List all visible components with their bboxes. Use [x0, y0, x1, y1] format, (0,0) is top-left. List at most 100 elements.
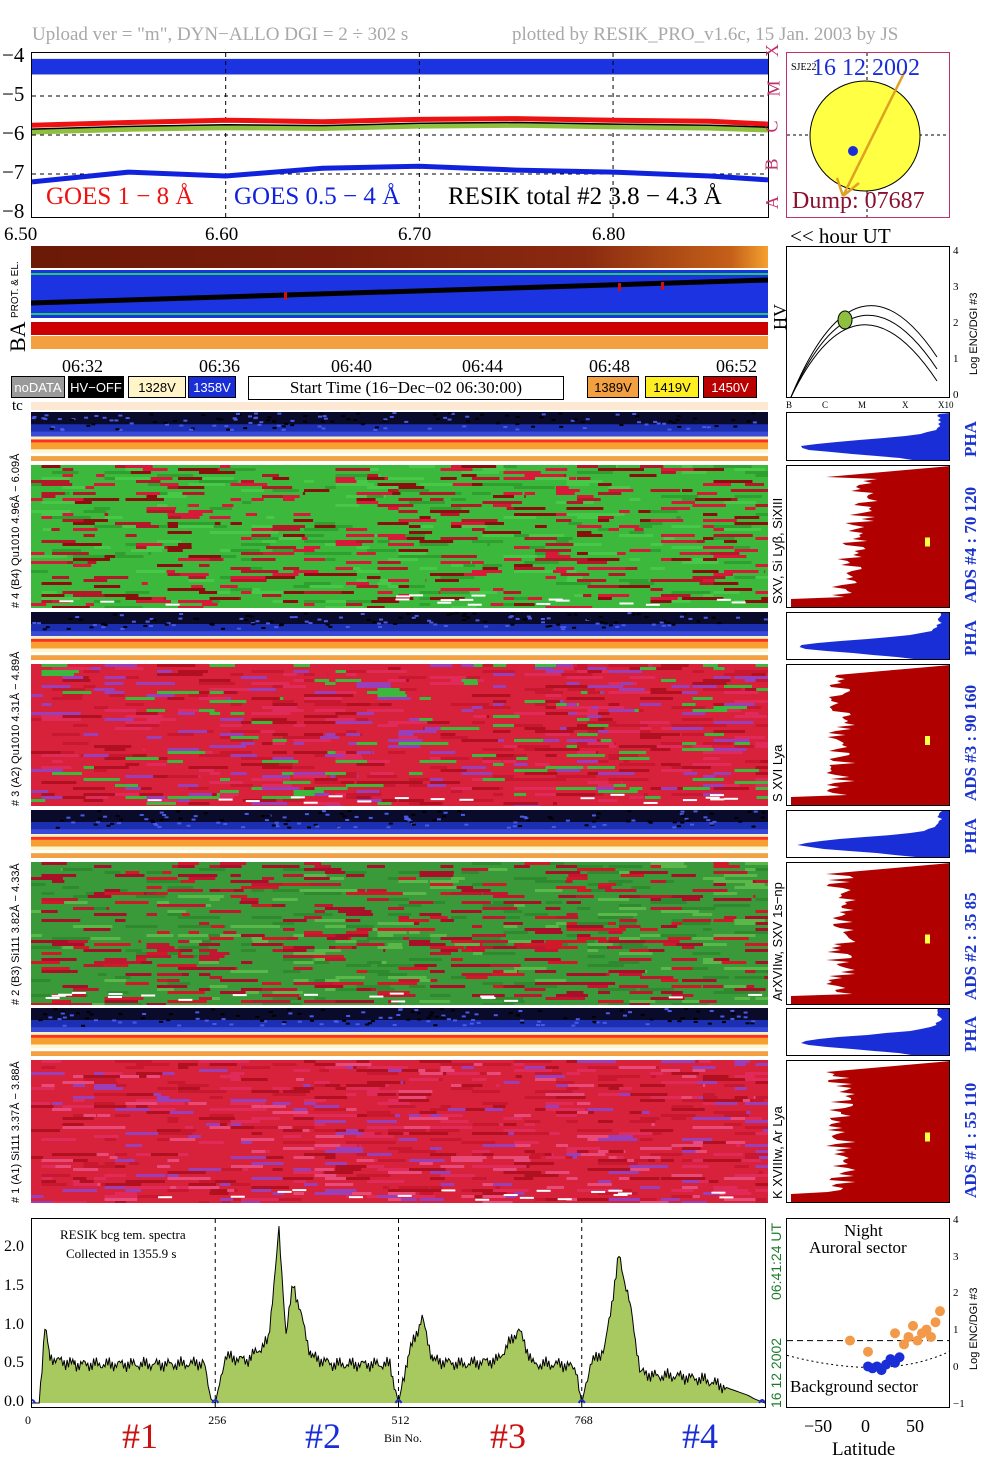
- dyn-cell: [451, 504, 482, 507]
- dyn-cell: [73, 561, 88, 564]
- dyn-cell: [199, 504, 223, 507]
- dyn-cell: [713, 865, 740, 868]
- pha-noise: [166, 622, 171, 625]
- hv-ylabel: Log ENC/DGI #3: [968, 292, 980, 375]
- dyn-highlight: [232, 994, 247, 997]
- dyn-cell: [157, 727, 181, 730]
- pha-histogram-area: [799, 613, 949, 659]
- dyn-cell: [220, 736, 238, 739]
- pha-noise: [672, 821, 677, 824]
- dyn-cell: [482, 916, 506, 919]
- pha-noise: [383, 621, 388, 624]
- dyn-cell: [461, 591, 498, 594]
- dyn-cell: [724, 703, 755, 706]
- pha-noise: [515, 617, 520, 620]
- dyn-cell: [577, 477, 591, 480]
- dyn-cell: [514, 967, 547, 970]
- dyn-cell: [734, 576, 764, 579]
- pha-band: [31, 439, 768, 443]
- dyn-cell: [398, 1195, 436, 1198]
- pha-noise: [513, 821, 518, 824]
- dyn-cell: [125, 718, 158, 721]
- pha-band: [31, 846, 768, 851]
- dyn-cell: [178, 940, 190, 943]
- dyn-cell: [493, 528, 505, 531]
- dyn-cell: [419, 1198, 444, 1201]
- pha-noise: [411, 616, 416, 619]
- dyn-cell: [682, 1186, 698, 1189]
- dyn-cell: [41, 477, 71, 480]
- dyn-cell: [461, 766, 487, 769]
- dyn-cell: [314, 787, 348, 790]
- pha-noise: [223, 823, 228, 826]
- dyn-cell: [640, 910, 655, 913]
- dyn-cell: [430, 952, 450, 955]
- dyn-cell: [556, 1114, 577, 1117]
- dyn-cell: [629, 537, 664, 540]
- dyn-cell: [472, 540, 504, 543]
- dyn-cell: [230, 736, 259, 739]
- dyn-cell: [220, 1183, 235, 1186]
- dyn-cell: [734, 1132, 755, 1135]
- pha-noise: [38, 1019, 43, 1022]
- dyn-cell: [31, 522, 45, 525]
- pha-noise: [706, 819, 711, 822]
- dyn-cell: [220, 991, 246, 994]
- pha-noise: [274, 821, 279, 824]
- dyn-cell: [482, 706, 511, 709]
- dyn-cell: [503, 745, 518, 748]
- dyn-cell: [503, 1117, 523, 1120]
- dyn-cell: [94, 546, 111, 549]
- pha-noise: [684, 817, 689, 820]
- dyn-cell: [262, 787, 300, 790]
- dyn-cell: [283, 1147, 314, 1150]
- pha-noise: [243, 618, 248, 621]
- pha-noise: [706, 426, 711, 429]
- dyn-cell: [220, 796, 234, 799]
- pha-noise: [45, 626, 50, 629]
- dyn-cell: [293, 1069, 311, 1072]
- dyn-cell: [125, 468, 143, 471]
- dyn-cell: [577, 465, 602, 468]
- dyn-cell: [713, 706, 747, 709]
- dyn-cell: [293, 570, 319, 573]
- pha-noise: [648, 821, 653, 824]
- dyn-cell: [230, 703, 242, 706]
- dyn-cell: [304, 889, 326, 892]
- dyn-cell: [472, 943, 490, 946]
- dyn-cell: [199, 922, 210, 925]
- dyn-cell: [62, 1102, 103, 1105]
- dyn-cell: [451, 465, 464, 468]
- dyn-cell: [619, 919, 638, 922]
- dyn-cell: [115, 471, 131, 474]
- dyn-cell: [272, 537, 302, 540]
- dyn-cell: [125, 1102, 163, 1105]
- dyn-cell: [251, 1117, 280, 1120]
- dyn-cell: [472, 721, 485, 724]
- dyn-cell: [430, 1195, 444, 1198]
- dyn-cell: [62, 498, 96, 501]
- dyn-cell: [346, 1162, 365, 1165]
- dyn-cell: [293, 585, 310, 588]
- dyn-cell: [125, 1096, 165, 1099]
- dyn-cell: [94, 1081, 118, 1084]
- dyn-cell: [314, 1084, 326, 1087]
- pha-noise: [162, 813, 167, 816]
- dyn-cell: [241, 1126, 278, 1129]
- pha-noise: [433, 623, 438, 626]
- dyn-cell: [661, 594, 691, 597]
- dyn-cell: [398, 1099, 430, 1102]
- dyn-cell: [535, 703, 548, 706]
- dyn-cell: [293, 982, 334, 985]
- dyn-cell: [262, 976, 276, 979]
- pha-noise: [57, 418, 62, 421]
- dyn-cell: [650, 745, 683, 748]
- dyn-cell: [367, 961, 382, 964]
- dyn-cell: [125, 763, 140, 766]
- dyn-cell: [115, 477, 151, 480]
- dyn-cell: [251, 1171, 264, 1174]
- hour-tick: 6.50: [4, 224, 38, 245]
- ads-label: ADS #2 : 35 85: [961, 892, 980, 1000]
- dyn-cell: [125, 471, 151, 474]
- dyn-cell: [41, 766, 72, 769]
